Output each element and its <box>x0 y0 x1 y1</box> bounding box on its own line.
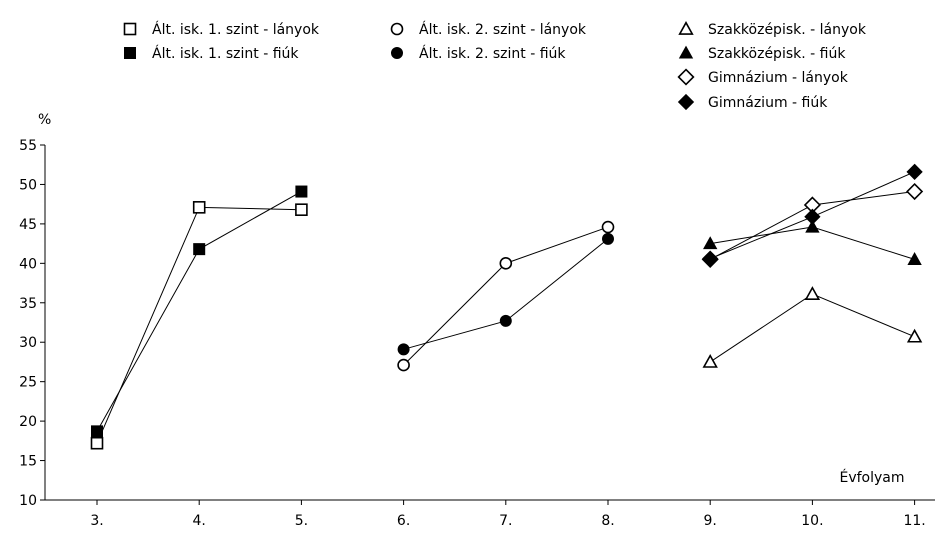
y-tick-label: 55 <box>19 138 37 154</box>
legend-marker <box>678 21 694 35</box>
legend-item-alt-isk-1-szint-lanyok: Ált. isk. 1. szint - lányok <box>123 21 320 38</box>
x-tick-label: 6. <box>397 513 410 529</box>
legend-label: Ált. isk. 1. szint - fiúk <box>152 45 299 62</box>
x-axis-label: Évfolyam <box>839 469 904 486</box>
legend-marker <box>678 45 694 59</box>
legend-marker <box>677 68 695 86</box>
series-line-szakkozepisk-lanyok <box>709 293 915 363</box>
legend-marker <box>677 93 695 111</box>
data-point-szakkozepisk-fiuk <box>907 252 922 265</box>
data-point-szakkozepisk-fiuk <box>703 236 718 250</box>
data-point-alt-isk-1-szint-fiuk <box>193 243 206 256</box>
data-point-alt-isk-1-szint-lanyok <box>90 436 104 450</box>
legend-marker <box>390 22 404 36</box>
data-point-gimnazium-fiuk <box>702 250 719 267</box>
legend-item-szakkozepisk-lanyok: Szakközépisk. - lányok <box>678 21 867 38</box>
legend-item-alt-isk-2-szint-fiuk: Ált. isk. 2. szint - fiúk <box>391 45 566 62</box>
legend-label: Szakközépisk. - fiúk <box>708 46 846 62</box>
legend-label: Gimnázium - lányok <box>708 70 849 86</box>
legend-item-alt-isk-2-szint-lanyok: Ált. isk. 2. szint - lányok <box>390 21 587 38</box>
y-tick-label: 35 <box>19 296 37 312</box>
y-tick-label: 15 <box>19 454 37 470</box>
data-point-gimnazium-lanyok <box>906 182 924 201</box>
data-point-alt-isk-2-szint-lanyok <box>499 257 513 270</box>
data-point-alt-isk-1-szint-lanyok <box>192 201 206 214</box>
y-tick-label: 30 <box>19 335 37 351</box>
data-point-alt-isk-2-szint-lanyok <box>601 220 615 234</box>
y-tick-label: 25 <box>19 375 37 391</box>
data-point-szakkozepisk-fiuk <box>805 219 820 233</box>
legend-marker <box>123 22 137 36</box>
legend-item-gimnazium-fiuk: Gimnázium - fiúk <box>677 93 828 111</box>
x-tick-label: 9. <box>704 513 717 529</box>
x-tick-label: 7. <box>499 513 512 529</box>
y-tick-label: 50 <box>19 177 37 193</box>
series-lines <box>96 171 915 444</box>
data-point-gimnazium-fiuk <box>804 208 821 225</box>
legend-label: Ált. isk. 2. szint - lányok <box>419 21 587 38</box>
legend-item-gimnazium-lanyok: Gimnázium - lányok <box>677 68 849 86</box>
data-point-szakkozepisk-lanyok <box>906 328 923 343</box>
x-tick-label: 10. <box>801 513 823 529</box>
legend-label: Ált. isk. 2. szint - fiúk <box>419 45 566 62</box>
data-point-alt-isk-2-szint-lanyok <box>397 358 410 372</box>
y-axis-label: % <box>38 112 51 128</box>
y-tick-label: 20 <box>19 414 37 430</box>
x-tick-label: 5. <box>295 513 308 529</box>
series-line-alt-isk-1-szint-fiuk <box>96 191 302 432</box>
legend-label: Ált. isk. 1. szint - lányok <box>152 21 320 38</box>
legend-label: Gimnázium - fiúk <box>708 95 828 111</box>
legend-item-alt-isk-1-szint-fiuk: Ált. isk. 1. szint - fiúk <box>124 45 299 62</box>
series-points <box>90 163 924 450</box>
data-point-alt-isk-2-szint-fiuk <box>499 314 512 327</box>
series-line-alt-isk-1-szint-lanyok <box>96 206 302 444</box>
y-tick-label: 40 <box>19 256 37 272</box>
legend: Ált. isk. 1. szint - lányok Ált. isk. 1. … <box>123 21 867 111</box>
legend-label: Szakközépisk. - lányok <box>708 22 867 38</box>
data-point-alt-isk-2-szint-fiuk <box>397 343 410 356</box>
data-point-alt-isk-1-szint-fiuk <box>295 185 308 198</box>
y-tick-label: 45 <box>19 217 37 233</box>
data-point-alt-isk-1-szint-fiuk <box>91 425 103 438</box>
data-point-alt-isk-1-szint-lanyok <box>295 203 308 216</box>
axes: 10 15 20 25 30 35 40 45 50 55 3. 4. 5. 6. 7. 8. 9. 10. 11. <box>19 138 935 529</box>
x-tick-label: 8. <box>601 513 614 529</box>
x-tick-label: 3. <box>90 513 103 529</box>
legend-marker <box>124 47 136 59</box>
x-tick-label: 11. <box>903 513 925 529</box>
y-tick-label: 10 <box>19 493 37 509</box>
data-point-szakkozepisk-lanyok <box>804 286 821 300</box>
legend-item-szakkozepisk-fiuk: Szakközépisk. - fiúk <box>678 45 846 62</box>
x-tick-label: 4. <box>193 513 206 529</box>
data-point-szakkozepisk-lanyok <box>702 353 718 368</box>
data-point-gimnazium-fiuk <box>906 163 923 180</box>
series-line-alt-isk-2-szint-lanyok <box>403 226 609 366</box>
data-point-alt-isk-2-szint-fiuk <box>602 232 614 245</box>
legend-marker <box>391 47 403 59</box>
series-line-alt-isk-2-szint-fiuk <box>403 238 609 350</box>
